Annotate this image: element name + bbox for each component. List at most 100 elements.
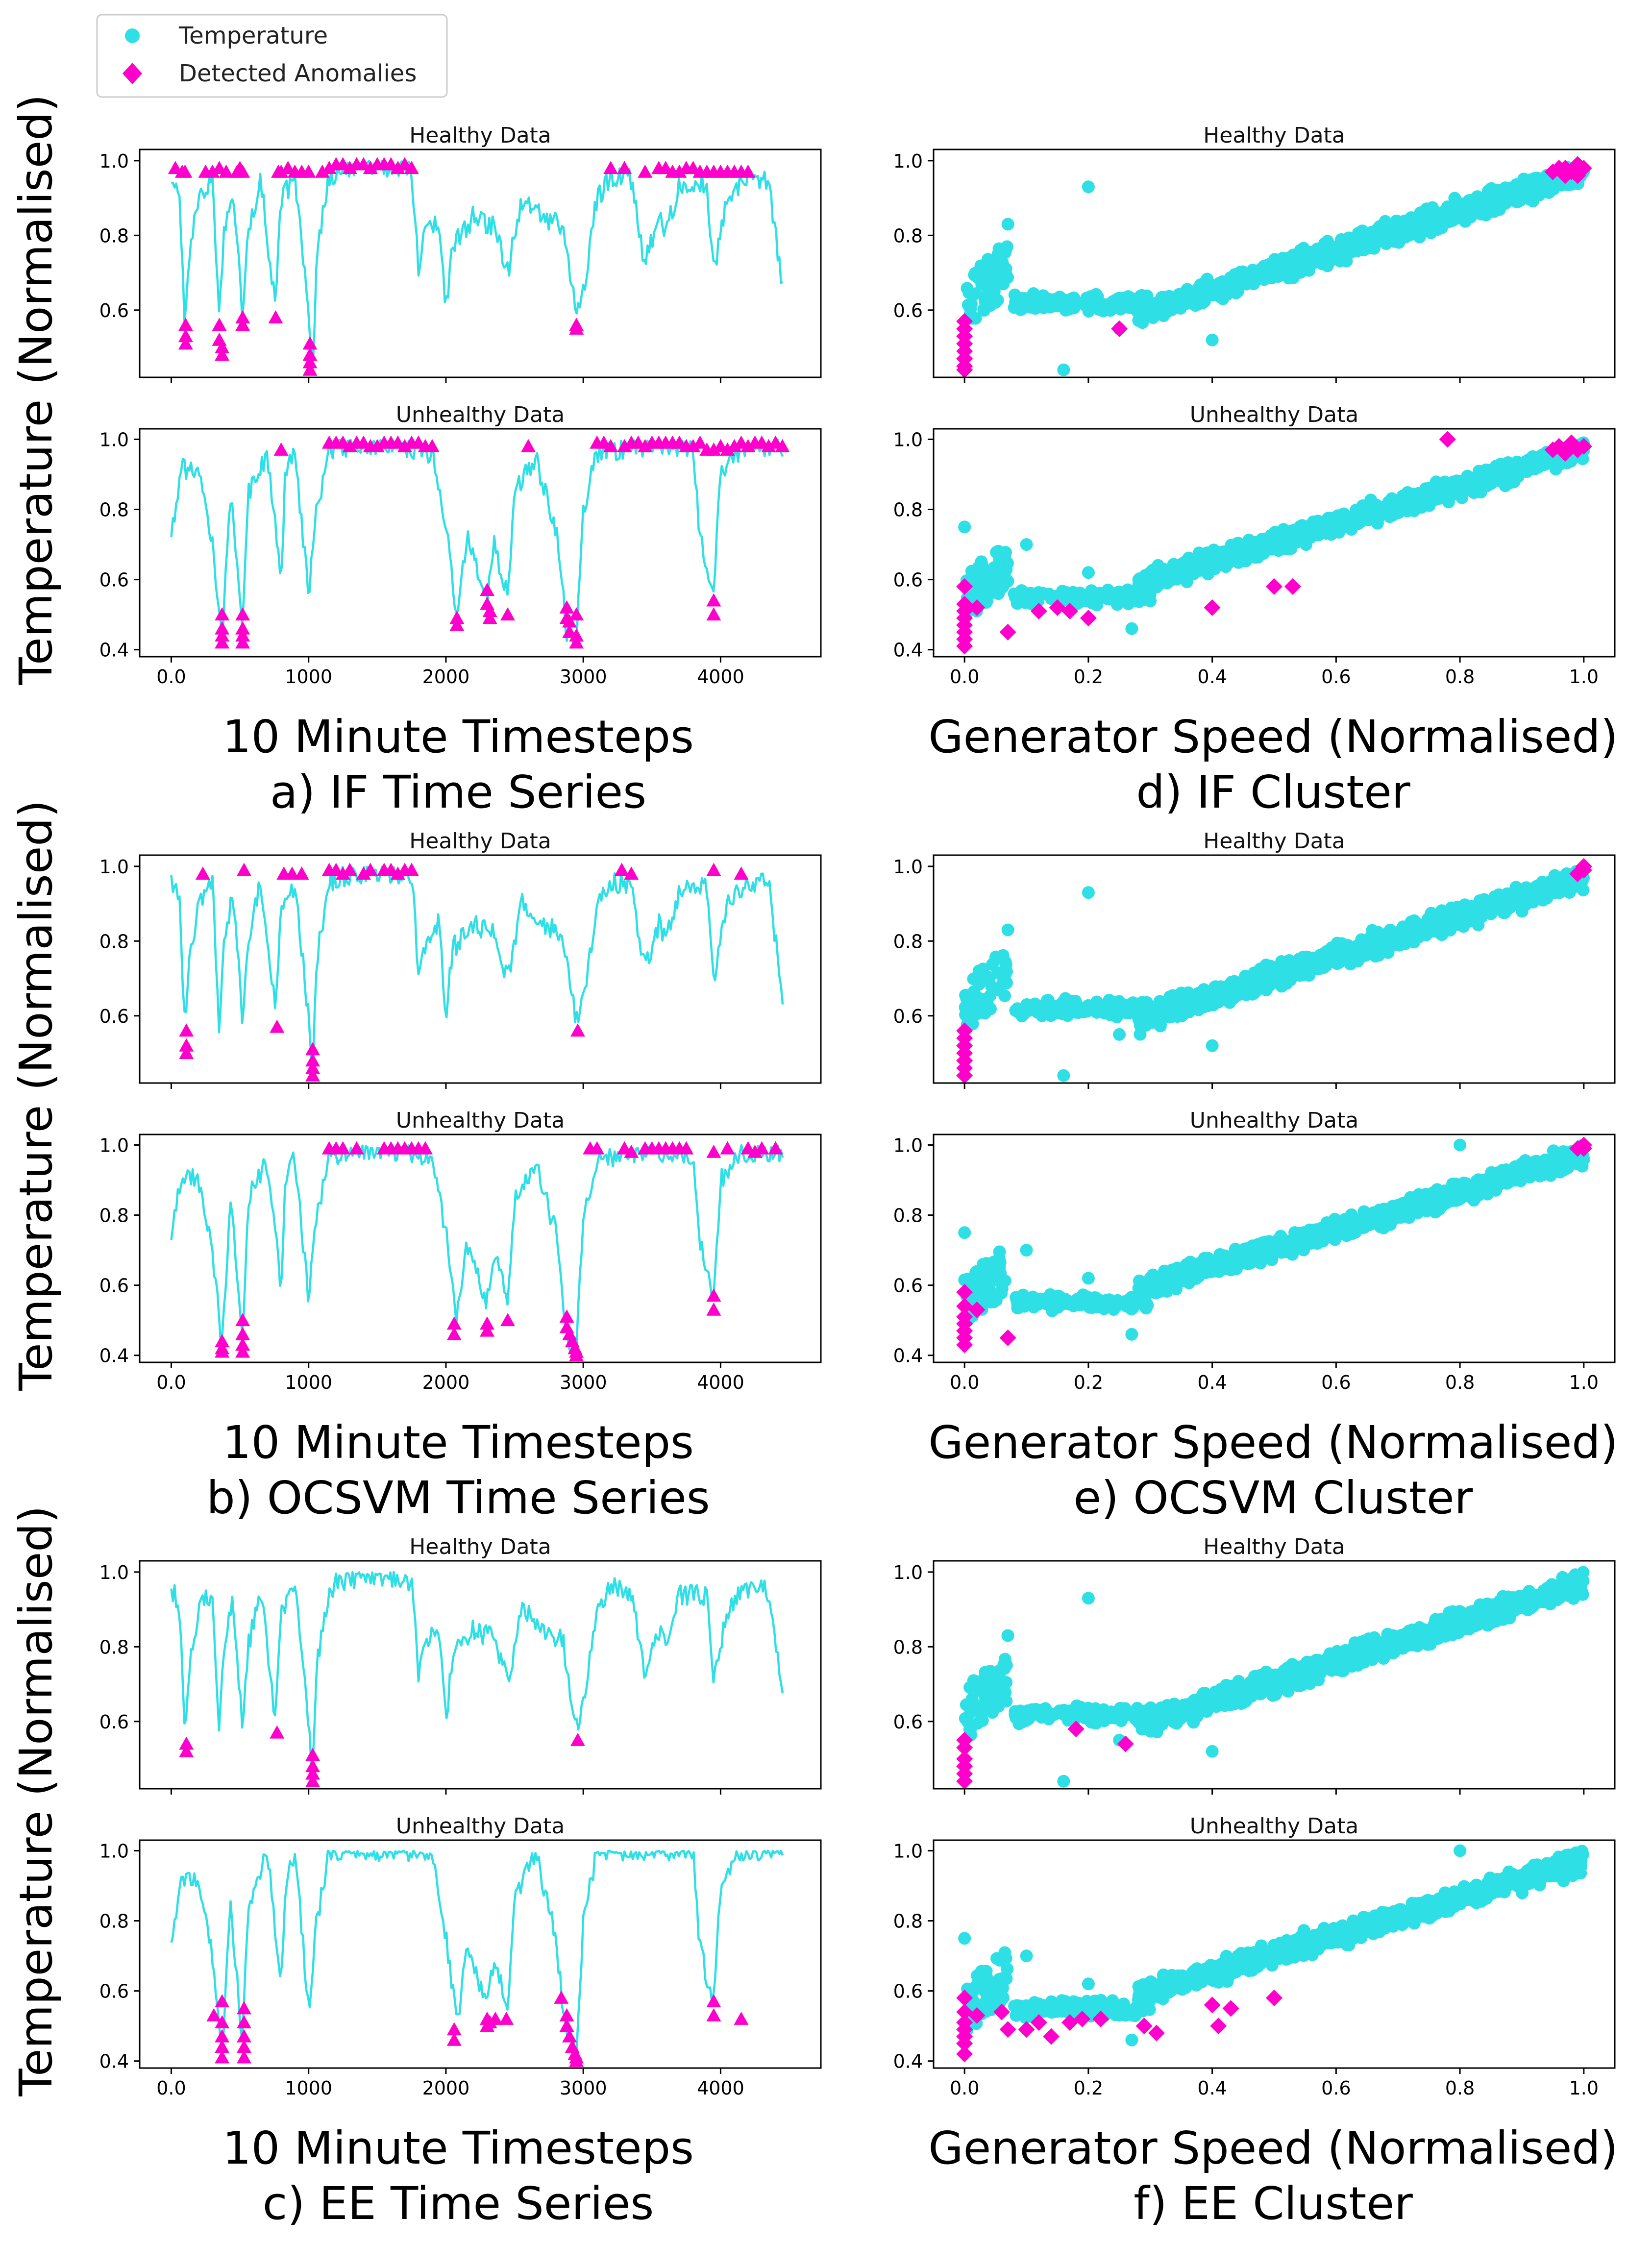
anomaly-marker [603,439,618,452]
anomaly-marker [356,866,371,880]
y-tick-label: 1.0 [893,150,923,172]
anomaly-marker [706,1302,721,1316]
anomaly-marker [1061,603,1078,619]
anomaly-marker [449,617,465,631]
legend-temperature-marker [125,28,140,43]
plot-area [170,863,784,1082]
anomaly-marker [734,2011,749,2025]
temperature-point [1354,515,1367,528]
y-tick-label: 0.8 [99,1636,129,1658]
temperature-point [1484,477,1498,490]
temperature-point [1371,517,1384,530]
temperature-point [1329,1227,1342,1240]
temperature-point [1013,294,1026,307]
temperature-point [1202,289,1215,302]
temperature-point [1535,181,1548,195]
temperature-point [996,978,1009,990]
temperature-point [1405,915,1418,929]
anomaly-marker [614,863,629,876]
plot-area [168,157,784,376]
anomaly-marker [706,442,721,456]
temperature-point [1469,483,1482,496]
y-tick-label: 0.8 [893,931,923,952]
anomaly-marker [999,1329,1016,1346]
anomaly-marker [482,604,497,617]
anomaly-marker [754,1141,769,1155]
x-tick-label: 1.0 [1569,666,1599,688]
temperature-point [993,553,1006,567]
temperature-point [1300,951,1313,963]
axes-frame [933,1134,1616,1363]
anomaly-marker [569,321,584,335]
temperature-point [1140,294,1154,307]
temperature-point [1225,980,1237,993]
anomaly-marker [404,863,419,876]
anomaly-marker [488,2011,503,2025]
temperature-point [1502,1165,1515,1178]
anomaly-marker [706,2008,721,2021]
subplot-title: Healthy Data [409,123,551,148]
temperature-point [991,966,1005,979]
anomaly-marker [734,866,749,880]
anomaly-marker [215,2050,230,2064]
anomaly-marker [1569,865,1586,883]
temperature-series-line [170,1571,784,1772]
temperature-point [1041,1005,1054,1018]
temperature-point [1483,193,1496,205]
temperature-point [975,555,988,568]
temperature-point [984,254,997,267]
anomaly-marker [570,1732,585,1746]
temperature-point [998,1274,1011,1287]
temperature-point [969,1266,983,1279]
temperature-point [1125,1290,1138,1304]
axes-frame [139,1839,822,2069]
anomaly-marker [482,611,497,624]
temperature-point [1472,1173,1485,1186]
x-tick-label: 0.0 [156,2077,186,2099]
x-tick-label: 1.0 [1569,1372,1599,1393]
anomaly-marker [236,2029,251,2043]
anomaly-marker [761,439,776,452]
subplot-title: Healthy Data [1203,829,1345,854]
anomaly-marker [1439,431,1456,448]
temperature-point [1296,260,1309,273]
anomaly-marker [235,310,250,324]
x-tick-label: 0.8 [1445,666,1475,688]
temperature-outlier-point [1144,566,1157,579]
temperature-point [1280,968,1293,981]
anomaly-marker [562,2029,577,2043]
temperature-point [1418,218,1431,231]
anomaly-marker [212,318,227,331]
plot-area [956,1136,1592,1354]
temperature-point [1553,1146,1566,1159]
axes-frame [933,428,1616,658]
anomaly-marker [480,583,495,596]
temperature-point [1162,300,1176,313]
temperature-outlier-point [1113,1028,1126,1041]
subplot-title: Healthy Data [1203,123,1345,148]
temperature-point [1379,1208,1392,1221]
temperature-point [980,267,993,280]
y-tick-label: 0.4 [893,1345,923,1367]
row3-y-label: Temperature (Normalised) [10,1505,62,2096]
temperature-point [979,1007,991,1020]
temperature-point [1250,984,1263,997]
anomaly-marker [672,164,687,178]
anomaly-marker [179,1023,194,1037]
anomaly-marker [235,628,250,642]
temperature-series-line [170,1849,784,2053]
anomaly-marker [1266,578,1282,595]
temperature-point [1501,903,1514,916]
anomaly-marker [363,161,378,174]
temperature-point [997,578,1011,592]
temperature-point [1485,182,1498,195]
temperature-outlier-point [1082,1272,1095,1285]
anomaly-marker [215,607,230,621]
anomaly-marker [559,2008,574,2021]
anomaly-marker [215,2015,230,2028]
temperature-point [1206,990,1219,1004]
anomaly-marker [956,361,973,377]
axes-frame [139,854,822,1084]
axes-frame [139,1134,822,1363]
y-tick-label: 0.8 [99,1911,129,1932]
